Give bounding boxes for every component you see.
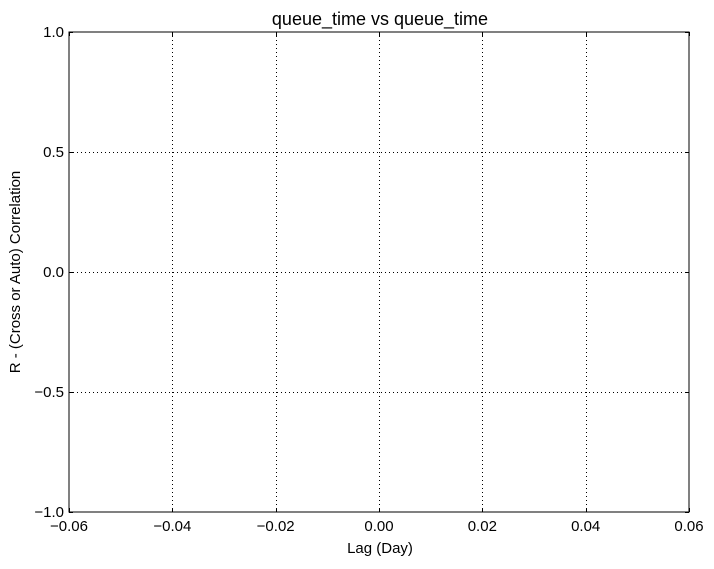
x-tick-labels: −0.06 −0.04 −0.02 0.00 0.02 0.04 0.06 <box>50 518 704 535</box>
x-tick-label: −0.04 <box>153 518 191 535</box>
y-tick-label: 0.5 <box>43 144 64 161</box>
y-tick-label: 1.0 <box>43 24 64 41</box>
plot-area-frame <box>68 31 690 513</box>
grid-lines <box>69 32 689 512</box>
x-tick-label: 0.04 <box>571 518 600 535</box>
x-axis-label: Lag (Day) <box>347 540 413 557</box>
y-axis-label: R - (Cross or Auto) Correlation <box>7 171 24 374</box>
y-tick-labels: −1.0 −0.5 0.0 0.5 1.0 <box>34 24 64 521</box>
y-tick-label: −0.5 <box>34 384 64 401</box>
y-tick-label: 0.0 <box>43 264 64 281</box>
x-tick-label: 0.06 <box>674 518 703 535</box>
chart-title: queue_time vs queue_time <box>272 9 488 30</box>
x-tick-label: −0.02 <box>257 518 295 535</box>
y-tick-label: −1.0 <box>34 504 64 521</box>
x-tick-label: 0.02 <box>468 518 497 535</box>
x-tick-label: −0.06 <box>50 518 88 535</box>
x-tick-label: 0.00 <box>364 518 393 535</box>
